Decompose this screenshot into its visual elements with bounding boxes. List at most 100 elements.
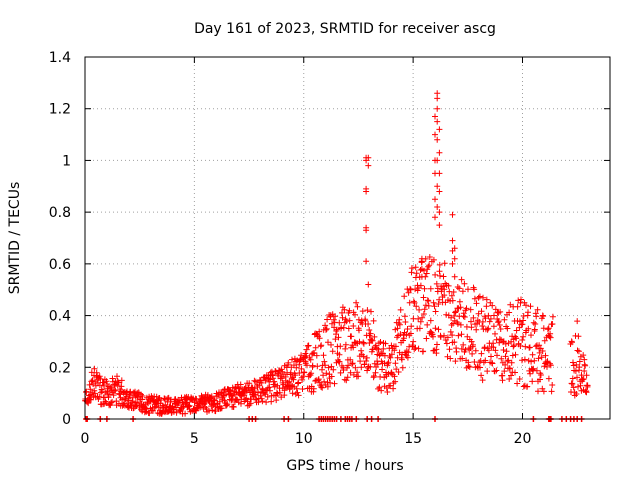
data-point (415, 315, 422, 322)
data-point (503, 348, 510, 355)
grid-lines (85, 57, 610, 419)
y-tick-label: 1.2 (49, 102, 71, 118)
data-point (333, 328, 340, 334)
data-point (434, 105, 441, 112)
data-point (426, 254, 433, 260)
data-point (545, 375, 552, 382)
data-point (454, 320, 461, 327)
data-point (295, 392, 302, 399)
data-point (474, 363, 481, 370)
data-point (506, 309, 513, 316)
data-point (472, 347, 479, 354)
data-point (303, 346, 310, 353)
data-point (267, 387, 273, 394)
data-point (243, 395, 250, 402)
data-point (173, 409, 180, 416)
data-point (436, 209, 443, 216)
data-point (335, 334, 342, 341)
data-point (371, 333, 378, 340)
data-point (91, 390, 98, 397)
data-point (286, 386, 293, 393)
data-point (430, 256, 437, 263)
data-point (183, 399, 190, 406)
data-point (525, 325, 532, 332)
data-point (528, 332, 534, 339)
data-point (434, 204, 441, 210)
data-point (150, 407, 156, 414)
data-point (276, 389, 283, 396)
data-point (364, 367, 371, 374)
data-point (482, 357, 489, 364)
data-point (524, 383, 531, 390)
data-point (528, 358, 535, 365)
data-point (316, 335, 323, 342)
data-point (502, 340, 509, 347)
data-point (388, 342, 395, 349)
data-point (461, 280, 468, 287)
data-point (418, 273, 425, 280)
data-point (433, 280, 440, 287)
data-point (315, 376, 322, 383)
data-point (441, 292, 448, 299)
data-point (396, 316, 403, 323)
data-point (86, 381, 93, 388)
data-point (350, 344, 357, 351)
data-point (506, 365, 513, 372)
data-point (85, 400, 92, 407)
data-point (379, 366, 386, 373)
data-point (404, 354, 411, 361)
data-point (402, 319, 409, 325)
data-point (294, 389, 301, 396)
data-point (342, 345, 349, 352)
data-point (581, 356, 588, 363)
data-point (323, 370, 330, 377)
x-tick-label: 10 (295, 431, 313, 447)
data-point (532, 321, 539, 327)
data-point (436, 261, 443, 268)
data-point (449, 297, 456, 304)
data-point (387, 354, 394, 361)
data-point (445, 282, 452, 289)
data-point (207, 394, 214, 401)
data-point (436, 149, 443, 156)
data-point (299, 386, 306, 392)
data-point (324, 316, 331, 323)
data-point (411, 346, 418, 353)
data-point (430, 299, 437, 306)
data-point (455, 332, 462, 339)
data-point (532, 343, 539, 350)
data-point (305, 342, 312, 349)
data-point (443, 311, 450, 318)
data-point (401, 293, 408, 300)
data-point (104, 388, 111, 395)
data-point (322, 362, 329, 369)
data-point (193, 407, 200, 414)
data-point (517, 343, 524, 349)
data-point (416, 325, 423, 332)
data-point (497, 326, 504, 332)
data-point (114, 373, 120, 380)
data-point (252, 378, 259, 385)
data-point (418, 255, 425, 262)
data-point (427, 285, 434, 292)
data-point (499, 377, 506, 384)
data-point (449, 332, 456, 339)
data-point (352, 311, 358, 318)
data-point (458, 276, 465, 283)
data-point (477, 364, 483, 371)
data-point (407, 286, 414, 293)
data-point (289, 356, 295, 363)
data-point (572, 368, 579, 374)
data-point (322, 322, 329, 329)
data-point (471, 286, 478, 293)
data-point (400, 335, 407, 342)
data-point (293, 364, 300, 371)
data-point (542, 352, 549, 359)
data-point (549, 321, 556, 327)
data-point (224, 401, 231, 408)
data-point (319, 384, 326, 391)
data-point (346, 317, 353, 324)
data-point (349, 360, 356, 367)
data-point (456, 285, 463, 292)
data-point (569, 339, 575, 346)
